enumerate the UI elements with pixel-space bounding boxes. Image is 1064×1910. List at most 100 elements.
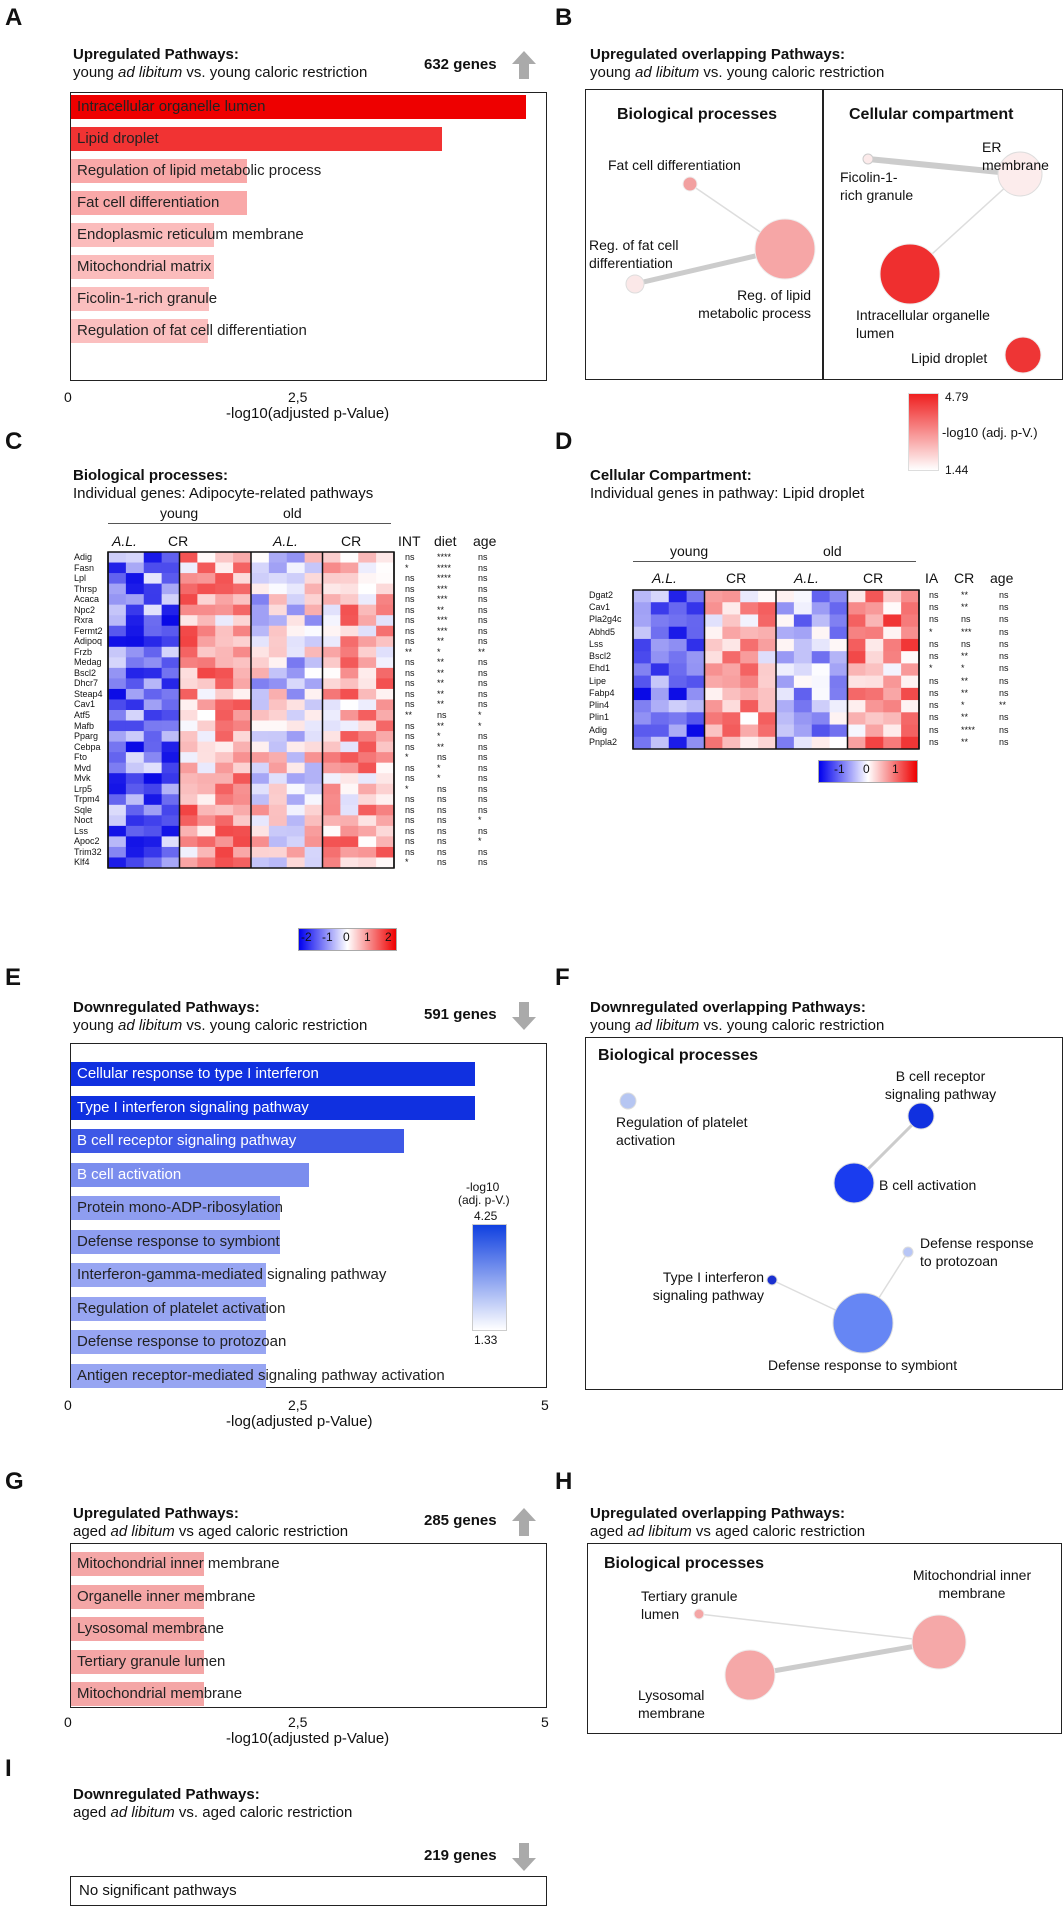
heatmap-cell: [686, 626, 705, 640]
heatmap-cell: [901, 724, 920, 738]
label-mito-inner-1: Mitochondrial inner: [912, 1567, 1032, 1583]
heatmap-cell: [340, 604, 359, 616]
heatmap-cell: [143, 625, 163, 637]
panel-c-al2: A.L.: [273, 533, 298, 549]
heatmap-cell: [125, 688, 145, 700]
heatmap-cell: [251, 604, 270, 616]
gene-label: Medag: [74, 657, 102, 668]
heatmap-cell: [304, 657, 323, 669]
heatmap-cell: [179, 667, 198, 679]
heatmap-cell: [358, 562, 377, 574]
heatmap-cell: [233, 562, 252, 574]
significance-label: **: [437, 720, 445, 731]
node-protozoan: [902, 1246, 914, 1258]
heatmap-cell: [686, 675, 705, 689]
node-lysosomal: [724, 1649, 776, 1701]
significance-label: *: [437, 762, 441, 773]
significance-label: ***: [437, 583, 448, 594]
heatmap-cell: [215, 762, 234, 774]
heatmap-cell: [686, 700, 705, 713]
heatmap-cell: [322, 762, 341, 774]
heatmap-cell: [793, 712, 813, 725]
heatmap-cell: [322, 573, 341, 584]
heatmap-cell: [829, 651, 848, 664]
edge: [698, 1613, 940, 1643]
heatmap-cell: [358, 846, 377, 858]
heatmap-cell: [340, 825, 359, 837]
significance-label: **: [437, 604, 445, 615]
heatmap-cell: [197, 583, 216, 595]
panel-a-sub-ital: ad libitum: [118, 64, 183, 81]
heatmap-cell: [358, 731, 377, 742]
heatmap-cell: [322, 615, 341, 627]
heatmap-cell: [358, 657, 377, 669]
heatmap-cell: [143, 594, 163, 606]
heatmap-cell: [233, 583, 252, 595]
heatmap-cell: [161, 688, 180, 700]
heatmap-cell: [650, 712, 670, 725]
significance-label: ns: [999, 602, 1009, 613]
heatmap-cell: [286, 562, 306, 574]
heatmap-cell: [340, 720, 359, 732]
heatmap-cell: [322, 667, 341, 679]
divider: [108, 523, 391, 524]
heatmap-cell: [143, 825, 163, 837]
heatmap-cell: [847, 590, 866, 603]
significance-label: ns: [437, 710, 447, 720]
panel-e-sub-post: vs. young caloric restriction: [182, 1017, 368, 1034]
panel-c-cr2: CR: [341, 533, 362, 549]
significance-label: ns: [961, 614, 971, 625]
heatmap-cell: [376, 625, 395, 637]
panel-b-title: Upregulated overlapping Pathways: young …: [590, 46, 884, 82]
heatmap-cell: [179, 825, 198, 837]
heatmap-cell: [233, 657, 252, 669]
heatmap-cell: [376, 836, 395, 848]
heatmap-cell: [143, 688, 163, 700]
panel-h-section: Biological processes: [604, 1555, 765, 1572]
heatmap-cell: [125, 710, 145, 721]
heatmap-cell: [829, 736, 848, 750]
heatmap-cell: [286, 573, 306, 584]
panel-d-ia: IA: [925, 570, 939, 586]
heatmap-cell: [847, 675, 866, 689]
significance-label: ***: [437, 594, 448, 605]
heatmap-cell: [829, 687, 848, 701]
gene-label: Rxra: [74, 615, 94, 626]
panel-f-title: Downregulated overlapping Pathways: youn…: [590, 999, 884, 1035]
panel-label-b: B: [555, 4, 573, 31]
gene-label: Bscl2: [74, 667, 97, 678]
gene-label: Fabp4: [589, 687, 615, 698]
significance-label: ns: [929, 700, 939, 711]
panel-c-heading: Biological processes:: [73, 467, 229, 484]
label-platelet: Regulation of platelet activation: [616, 1113, 748, 1149]
heatmap-cell: [108, 552, 127, 563]
heatmap-cell: [286, 731, 306, 742]
heatmap-cell: [268, 573, 288, 584]
significance-label: ns: [999, 614, 1009, 625]
label-reg-fat-cell-2: differentiation: [589, 255, 673, 271]
heatmap-cell: [704, 724, 723, 738]
heatmap-cell: [251, 678, 270, 690]
heatmap-cell: [179, 604, 198, 616]
significance-label: **: [478, 646, 486, 657]
bar-label: B cell activation: [77, 1165, 182, 1183]
panel-a-tick-0: 0: [64, 389, 72, 405]
heatmap-cell: [376, 667, 395, 679]
heatmap-cell: [829, 638, 848, 652]
heatmap-cell: [108, 794, 127, 806]
heatmap-cell: [197, 710, 216, 721]
panel-g-sub-post: vs aged caloric restriction: [174, 1523, 349, 1540]
label-bcr-2: signaling pathway: [884, 1086, 997, 1102]
panel-d-sub: Individual genes in pathway: Lipid dropl…: [590, 485, 865, 502]
heatmap-cell: [776, 590, 795, 603]
heatmap-cell: [161, 657, 180, 669]
heatmap-cell: [304, 804, 323, 816]
heatmap-cell: [286, 657, 306, 669]
heatmap-cell: [233, 604, 252, 616]
heatmap-cell: [179, 678, 198, 690]
panel-e-tick-0: 0: [64, 1397, 72, 1413]
heatmap-cell: [161, 667, 180, 679]
heatmap-cell: [358, 804, 377, 816]
label-tertiary: Tertiary granule lumen: [641, 1587, 738, 1623]
heatmap-cell: [161, 794, 180, 806]
